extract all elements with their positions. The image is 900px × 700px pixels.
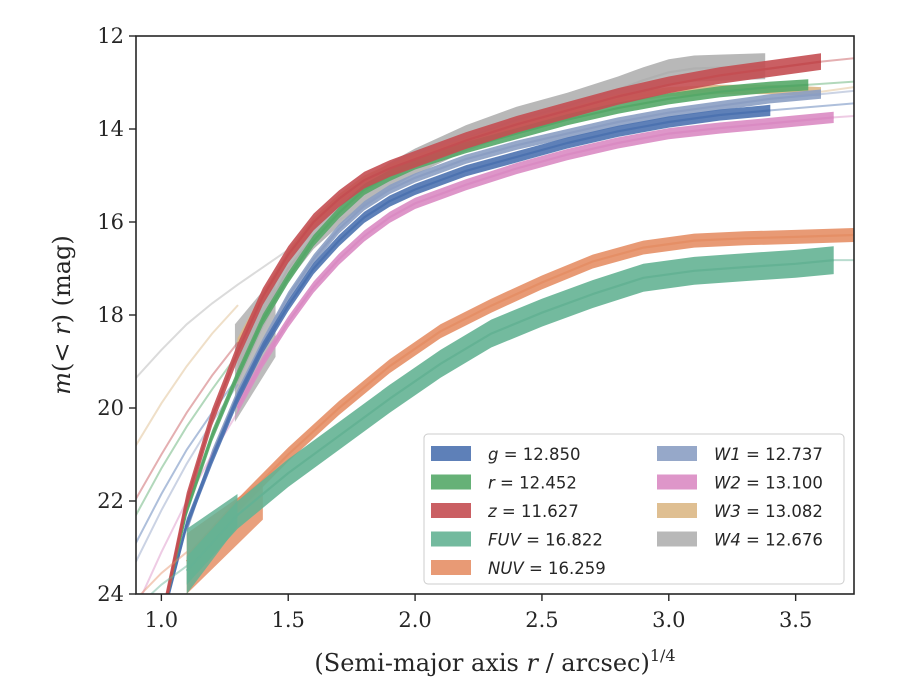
legend-swatch [657,503,697,518]
legend-label: r = 12.452 [488,474,577,493]
series-nuv-line [185,233,854,563]
y-tick-label: 12 [97,24,124,48]
y-tick-label: 20 [97,396,124,420]
legend-swatch [657,474,697,490]
legend: g = 12.850 r = 12.452 z = 11.627 FUV = 16.8… [423,433,845,585]
series-r-extrapolation [136,353,239,516]
x-tick-label: 3.0 [652,608,685,632]
series-layer [136,53,854,594]
legend-item-w4: W4 = 12.676 [657,531,823,550]
legend-swatch [657,446,697,461]
x-tick-label: 3.5 [779,608,812,632]
legend-item-w1: W1 = 12.737 [657,445,823,464]
series-g-line [167,109,771,594]
legend-label: NUV = 16.259 [488,559,606,578]
legend-item-r: r = 12.452 [431,474,577,493]
series-fuv-extrapolation [149,565,188,594]
ticks-layer: 1.0 1.5 2.0 2.5 3.0 3.5 12 14 16 18 20 22 24 [97,24,812,632]
legend-item-fuv: FUV = 16.822 [431,531,603,550]
series-fuv [149,246,854,594]
x-tick-label: 2.0 [398,608,431,632]
series-w4-band [237,53,766,384]
y-tick-label: 14 [97,117,124,141]
x-tick-label: 2.5 [525,608,558,632]
series-w3-extrapolation-outer [820,86,854,93]
series-g-extrapolation-outer [770,102,854,112]
legend-item-g: g = 12.850 [431,445,581,464]
series-fuv-band [186,246,834,585]
series-w2-extrapolation-outer [833,115,854,119]
legend-item-nuv: NUV = 16.259 [431,559,606,578]
series-nuv-extrapolation [140,551,188,594]
legend-label: W1 = 12.737 [714,445,823,464]
legend-swatch [431,560,471,575]
x-axis-label: (Semi-major axis r / arcsec)1/4 [314,646,675,677]
legend-swatch [431,531,471,547]
legend-label: W3 = 13.082 [714,502,823,521]
series-nuv-band [186,228,854,569]
legend-frame [423,433,845,585]
legend-label: W4 = 12.676 [714,531,823,550]
series-z-extrapolation [136,341,239,500]
series-w1-extrapolation-outer [820,89,854,96]
series-z-line [166,60,822,594]
legend-item-z: z = 11.627 [431,502,579,521]
x-tick-label: 1.5 [272,608,305,632]
series-r-extrapolation-outer [808,80,854,86]
legend-swatch [431,503,471,518]
series-w1-extrapolation [136,383,239,563]
x-tick-label: 1.0 [145,608,178,632]
legend-label: z = 11.627 [487,502,579,521]
y-tick-label: 18 [97,303,124,327]
legend-label: W2 = 13.100 [714,474,823,493]
y-tick-label: 16 [97,210,124,234]
y-tick-label: 22 [97,489,124,513]
legend-item-w2: W2 = 13.100 [657,474,823,493]
y-tick-label: 24 [97,582,124,606]
series-z [136,53,854,594]
legend-swatch [431,446,471,461]
legend-swatch [431,474,471,490]
legend-label: FUV = 16.822 [488,531,603,550]
legend-item-w3: W3 = 13.082 [657,502,823,521]
legend-label: g = 12.850 [488,445,581,464]
series-w2-line [236,116,834,409]
series-fuv-line [185,259,834,572]
series-z-extrapolation-outer [820,57,854,63]
legend-swatch [657,531,697,547]
series-w3-extrapolation [136,304,239,447]
y-axis-label: m(< r) (mag) [48,235,76,395]
